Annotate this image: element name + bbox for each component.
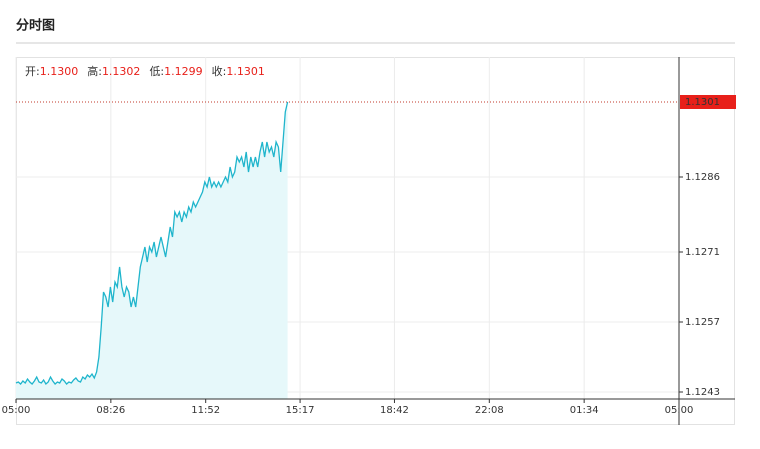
ohlc-label: 收: <box>212 64 227 78</box>
ohlc-value: 1.1301 <box>226 65 265 78</box>
y-tick-label: 1.1243 <box>685 387 720 398</box>
x-tick-label: 05:00 <box>665 405 694 416</box>
last-price-tag <box>680 95 736 109</box>
price-area <box>16 102 288 399</box>
ohlc-value: 1.1300 <box>40 65 79 78</box>
x-tick-label: 08:26 <box>96 405 125 416</box>
ohlc-value: 1.1299 <box>164 65 203 78</box>
y-tick-label: 1.1271 <box>685 247 720 258</box>
last-price-label: 1.1301 <box>685 97 720 108</box>
x-tick-label: 18:42 <box>380 405 409 416</box>
y-tick-label: 1.1286 <box>685 172 720 183</box>
price-line <box>15 101 289 386</box>
ohlc-label: 低: <box>149 65 164 78</box>
x-tick-label: 05:00 <box>2 405 31 416</box>
ohlc-summary: 开:1.1300 高:1.1302 低:1.1299 收:1.1301 <box>25 64 265 78</box>
ohlc-value: 1.1302 <box>102 65 141 78</box>
x-tick-label: 01:34 <box>570 405 599 416</box>
ohlc-label: 开: <box>25 65 40 78</box>
y-tick-label: 1.1257 <box>685 317 720 328</box>
x-tick-label: 15:17 <box>286 405 315 416</box>
x-tick-label: 22:08 <box>475 405 504 416</box>
x-tick-label: 11:52 <box>191 405 220 416</box>
ohlc-label: 高: <box>87 64 102 78</box>
page-title: 分时图 <box>16 18 55 34</box>
